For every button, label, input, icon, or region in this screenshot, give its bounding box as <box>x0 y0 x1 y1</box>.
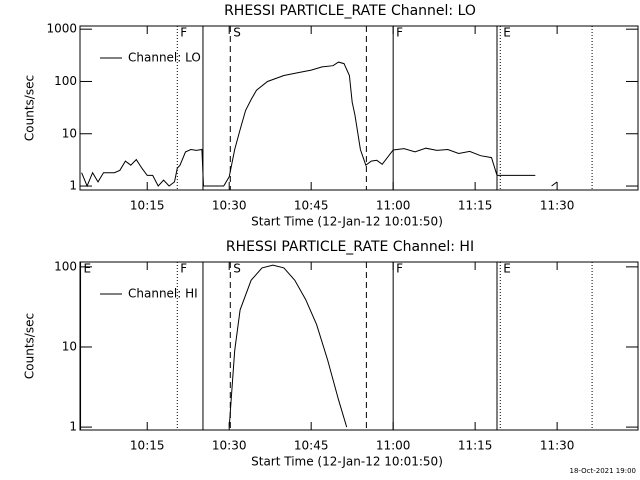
data-line <box>228 264 348 428</box>
plot-frame <box>79 25 639 191</box>
x-tick-label: 11:30 <box>540 199 575 213</box>
event-label: F <box>396 262 403 276</box>
legend-label: Channel: HI <box>128 287 198 301</box>
y-tick-label: 1 <box>69 179 77 193</box>
x-axis-label: Start Time (12-Jan-12 10:01:50) <box>251 455 443 469</box>
y-tick-label: 1000 <box>46 22 77 36</box>
y-tick-label: 100 <box>54 74 77 88</box>
x-tick-label: 10:30 <box>212 199 247 213</box>
event-label: E <box>503 26 511 40</box>
y-axis-label: Counts/sec <box>23 313 37 379</box>
x-tick-label: 10:45 <box>294 199 329 213</box>
legend-label: Channel: LO <box>128 51 201 65</box>
x-tick-label: 10:15 <box>130 199 165 213</box>
event-label: E <box>503 262 511 276</box>
event-label: S <box>233 26 241 40</box>
chart-title: RHESSI PARTICLE_RATE Channel: LO <box>224 3 476 19</box>
y-axis-label: Counts/sec <box>23 75 37 141</box>
y-tick-label: 10 <box>62 126 77 140</box>
x-tick-label: 11:30 <box>540 439 575 453</box>
timestamp: 18-Oct-2021 19:00 <box>570 467 636 475</box>
event-label: S <box>233 262 241 276</box>
event-label: F <box>180 262 187 276</box>
x-tick-label: 11:00 <box>376 439 411 453</box>
data-line <box>81 61 558 188</box>
x-tick-label: 10:15 <box>130 439 165 453</box>
event-label: F <box>396 26 403 40</box>
x-tick-label: 11:15 <box>458 439 493 453</box>
x-tick-label: 10:45 <box>294 439 329 453</box>
y-tick-label: 1 <box>69 420 77 434</box>
event-label: F <box>180 26 187 40</box>
event-label: E <box>84 262 92 276</box>
chart-title: RHESSI PARTICLE_RATE Channel: HI <box>226 239 474 255</box>
x-tick-label: 11:00 <box>376 199 411 213</box>
x-axis-label: Start Time (12-Jan-12 10:01:50) <box>251 215 443 229</box>
y-tick-label: 10 <box>62 339 77 353</box>
plot-frame <box>79 261 639 431</box>
x-tick-label: 10:30 <box>212 439 247 453</box>
y-tick-label: 100 <box>54 259 77 273</box>
x-tick-label: 11:15 <box>458 199 493 213</box>
